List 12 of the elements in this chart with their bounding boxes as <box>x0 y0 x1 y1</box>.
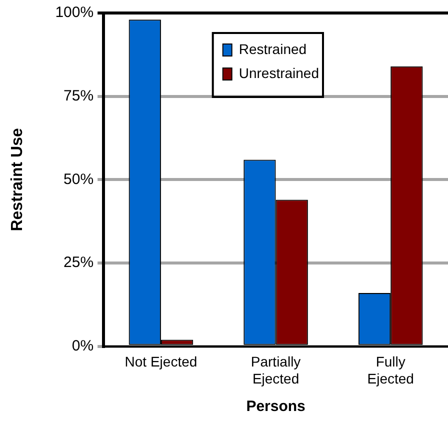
x-axis-title: Persons <box>246 398 306 416</box>
y-tick-label: 100% <box>55 4 94 22</box>
x-tick-label: Fully Ejected <box>367 354 414 386</box>
y-tick-label: 25% <box>64 254 94 272</box>
legend-label: Restrained <box>238 40 307 57</box>
x-tick-label: Partially Ejected <box>250 354 301 386</box>
y-axis-title: Restraint Use <box>9 128 26 232</box>
x-tick-label: Not Ejected <box>124 354 198 370</box>
y-tick-label: 0% <box>72 338 94 355</box>
y-tick-label: 75% <box>64 87 94 104</box>
legend-label: Unrestrained <box>238 64 320 81</box>
y-tick-label: 50% <box>64 170 94 188</box>
